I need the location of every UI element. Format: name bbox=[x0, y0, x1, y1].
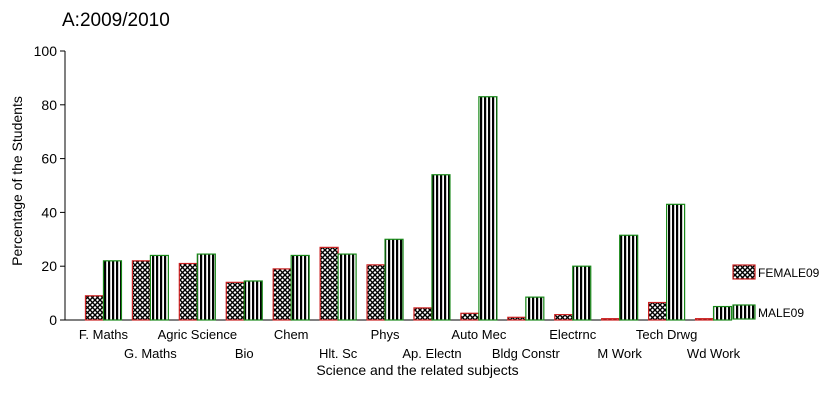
y-tick-label: 80 bbox=[41, 97, 57, 113]
bar-male09-2 bbox=[149, 254, 169, 321]
x-tick-label: M Work bbox=[597, 346, 642, 361]
y-axis-label: Percentage of the Students bbox=[9, 96, 25, 266]
x-tick-label: G. Maths bbox=[124, 346, 177, 361]
bar-male09-5 bbox=[290, 254, 310, 321]
bar-male09-6 bbox=[337, 253, 357, 321]
y-tick-label: 0 bbox=[49, 312, 57, 328]
bar-female09-11 bbox=[554, 314, 574, 321]
x-tick-label: Phys bbox=[371, 327, 400, 342]
legend-swatch-female09 bbox=[732, 264, 756, 280]
bar-female09-7 bbox=[366, 264, 386, 321]
x-tick-labels: F. Maths G. Maths Agric Science Bio Chem Hlt.… bbox=[79, 327, 741, 361]
x-tick-label: F. Maths bbox=[79, 327, 129, 342]
bar-female09-4 bbox=[225, 281, 245, 321]
bar-male09-4 bbox=[243, 280, 263, 321]
y-tick-label: 40 bbox=[41, 204, 57, 220]
bar-male09-13 bbox=[666, 203, 686, 321]
x-axis-label: Science and the related subjects bbox=[316, 362, 519, 378]
bar-female09-14 bbox=[694, 318, 715, 321]
x-tick-label: Electrnc bbox=[549, 327, 596, 342]
y-tick-label: 100 bbox=[34, 43, 58, 59]
x-tick-label: Tech Drwg bbox=[636, 327, 697, 342]
bar-male09-10 bbox=[525, 296, 545, 321]
x-tick-label: Ap. Electn bbox=[402, 346, 461, 361]
bar-male09-8 bbox=[431, 174, 451, 321]
bar-male09-1 bbox=[102, 260, 123, 321]
bar-female09-5 bbox=[272, 268, 292, 321]
x-tick-label: Bldg Constr bbox=[492, 346, 561, 361]
legend-swatch-male09 bbox=[732, 304, 756, 320]
bar-female09-3 bbox=[178, 262, 198, 321]
chart-title: A:2009/2010 bbox=[62, 10, 170, 31]
bar-male09-14 bbox=[712, 305, 733, 321]
y-tick-label: 20 bbox=[41, 258, 57, 274]
bar-female09-13 bbox=[648, 301, 668, 321]
x-tick-label: Agric Science bbox=[158, 327, 237, 342]
bar-female09-9 bbox=[460, 312, 480, 321]
bar-female09-1 bbox=[84, 295, 105, 321]
legend-label-female09: FEMALE09 bbox=[758, 266, 820, 280]
legend-label-male09: MALE09 bbox=[758, 306, 804, 320]
y-tick-label: 60 bbox=[41, 151, 57, 167]
bar-female09-12 bbox=[601, 318, 621, 321]
bar-female09-10 bbox=[507, 316, 527, 321]
bar-male09-9 bbox=[478, 96, 498, 321]
bar-female09-8 bbox=[413, 307, 433, 321]
bar-female09-2 bbox=[131, 260, 151, 321]
bar-female09-6 bbox=[319, 246, 339, 321]
x-tick-label: Wd Work bbox=[687, 346, 741, 361]
bar-male09-3 bbox=[196, 253, 216, 321]
bar-male09-11 bbox=[572, 265, 592, 321]
x-tick-label: Bio bbox=[235, 346, 254, 361]
x-tick-label: Auto Mec bbox=[451, 327, 506, 342]
bars bbox=[84, 96, 733, 321]
x-tick-label: Chem bbox=[274, 327, 309, 342]
bar-male09-12 bbox=[619, 234, 639, 321]
x-tick-label: Hlt. Sc bbox=[319, 346, 358, 361]
bar-male09-7 bbox=[384, 238, 404, 321]
legend: FEMALE09 MALE09 bbox=[732, 264, 820, 320]
